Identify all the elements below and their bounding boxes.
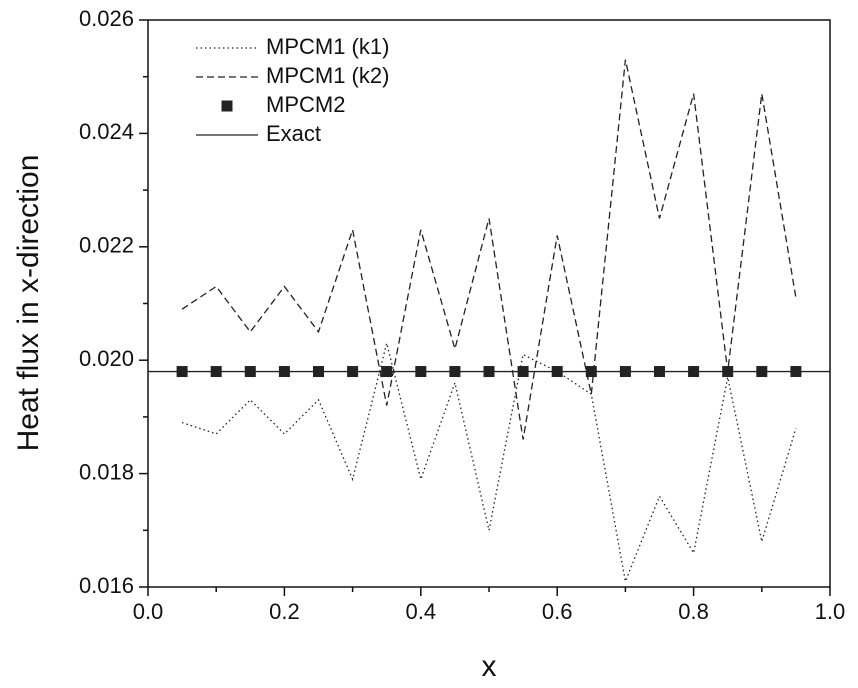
y-tick-label: 0.022: [79, 233, 134, 258]
y-tick-label: 0.024: [79, 119, 134, 144]
legend-swatch: [221, 100, 233, 112]
plot-frame: [147, 19, 831, 588]
legend-label: Exact: [266, 121, 321, 146]
y-tick-label: 0.020: [79, 346, 134, 371]
y-tick-label: 0.018: [79, 459, 134, 484]
y-axis-label: Heat flux in x-direction: [12, 155, 45, 452]
legend-label: MPCM1 (k2): [266, 63, 389, 88]
x-axis-label: x: [482, 650, 497, 683]
x-tick-label: 0.6: [542, 599, 573, 624]
x-tick-label: 0.8: [678, 599, 709, 624]
series-line: [181, 59, 797, 440]
x-tick-label: 1.0: [815, 599, 846, 624]
x-tick-label: 0.4: [406, 599, 437, 624]
y-tick-label: 0.016: [79, 573, 134, 598]
y-tick-label: 0.026: [79, 6, 134, 31]
legend-label: MPCM2: [266, 92, 345, 117]
x-tick-label: 0.0: [133, 599, 164, 624]
x-tick-label: 0.2: [269, 599, 300, 624]
series-line: [181, 343, 797, 584]
legend-label: MPCM1 (k1): [266, 34, 389, 59]
